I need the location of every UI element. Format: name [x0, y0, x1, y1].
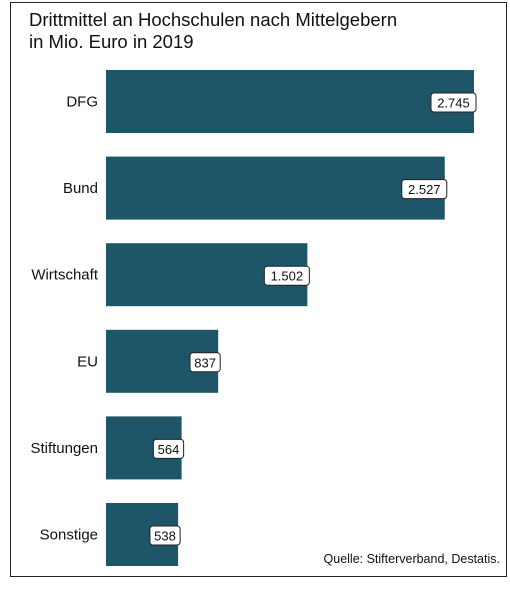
- value-label-box-wirtschaft: [263, 265, 310, 286]
- source-note: Quelle: Stifterverband, Destatis.: [323, 552, 500, 566]
- value-label-dfg: 2.745: [437, 96, 470, 111]
- value-label-eu: 837: [194, 355, 216, 370]
- value-label-box-eu: [189, 352, 221, 373]
- bar-bund: [106, 156, 445, 220]
- value-label-box-stiftungen: [152, 438, 185, 459]
- category-label-wirtschaft: Wirtschaft: [31, 267, 99, 284]
- value-label-stiftungen: 564: [158, 442, 180, 457]
- category-label-sonstige: Sonstige: [40, 527, 98, 544]
- chart-title: Drittmittel an Hochschulen nach Mittelge…: [29, 9, 397, 53]
- bar-dfg: [106, 70, 474, 133]
- chart-frame: Drittmittel an Hochschulen nach Mittelge…: [10, 2, 507, 577]
- value-label-box-dfg: [430, 92, 477, 113]
- category-label-bund: Bund: [63, 180, 98, 197]
- chart-title-line-1: Drittmittel an Hochschulen nach Mittelge…: [29, 9, 398, 30]
- chart-title-line-2: in Mio. Euro in 2019: [29, 31, 194, 52]
- category-label-stiftungen: Stiftungen: [30, 440, 98, 457]
- value-label-bund: 2.527: [408, 182, 441, 197]
- category-label-eu: EU: [77, 353, 98, 370]
- value-label-box-bund: [401, 179, 448, 200]
- category-label-dfg: DFG: [66, 94, 98, 111]
- value-label-sonstige: 538: [154, 529, 176, 544]
- value-label-wirtschaft: 1.502: [271, 269, 304, 284]
- bar-chart: DFG 2.745 Bund 2.527 Wirtschaft 1.502 EU 837 Sti…: [30, 70, 477, 566]
- value-label-box-sonstige: [149, 525, 181, 546]
